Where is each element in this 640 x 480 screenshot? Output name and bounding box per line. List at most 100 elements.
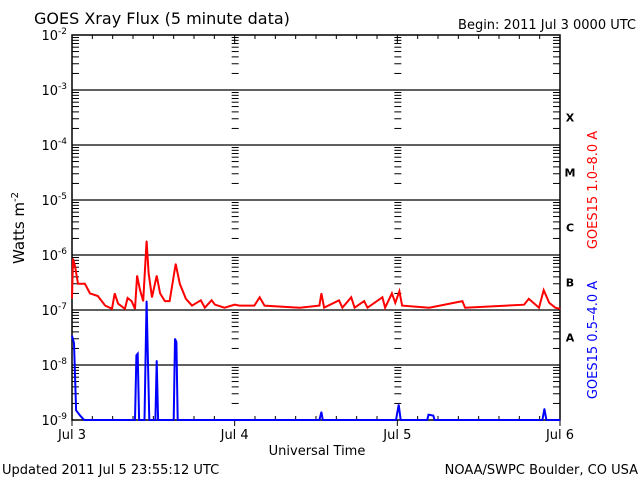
y-tick-base: 10 [41,359,58,374]
data-point [145,338,147,340]
data-point [142,300,144,302]
y-tick-exp: -8 [58,357,67,367]
data-point [263,305,266,307]
y-tick-exp: -2 [58,27,67,37]
y-tick-base: 10 [41,84,58,99]
data-point [554,307,556,309]
y-tick-exp: -5 [58,192,67,202]
y-tick-base: 10 [41,249,58,264]
x-tick-label: Jul 5 [382,428,411,443]
y-tick-label: 10-4 [41,137,67,154]
data-point [148,419,150,421]
data-point [320,411,323,413]
flare-class-a: A [566,332,575,345]
x-axis-label: Universal Time [269,444,366,459]
y-axis-label-text: Watts m [10,202,28,264]
flare-class-c: C [566,222,574,235]
data-point [71,335,73,337]
data-point [426,419,428,421]
data-point [381,296,384,298]
begin-label: Begin: 2011 Jul 3 0000 UTC [458,18,636,33]
series-line-long [71,240,561,311]
data-point [157,419,159,421]
data-point [559,308,561,310]
data-point [398,404,400,406]
data-point [104,305,106,307]
data-point [541,419,543,421]
y-axis-label: Watts m-2 [10,192,28,264]
data-point [83,419,85,421]
data-point [341,307,344,309]
flare-class-x: X [566,112,575,125]
data-point [138,419,140,421]
data-point [428,307,430,309]
credit-label: NOAA/SWPC Boulder, CO USA [445,463,638,478]
data-point [394,302,396,304]
data-point [259,296,261,298]
data-point [71,297,73,299]
data-point [175,341,177,343]
data-point [318,419,320,421]
data-point [79,415,81,417]
data-point [114,292,116,295]
chart-title: GOES Xray Flux (5 minute data) [34,9,290,28]
flare-class-m: M [565,167,576,180]
series-line-short [71,301,560,421]
data-point [74,265,76,267]
x-tick-label: Jul 4 [220,428,249,443]
data-point [253,305,255,307]
data-point [175,263,177,265]
data-point [318,305,320,307]
data-point [523,304,525,306]
data-point [400,419,402,421]
data-point [398,290,400,292]
data-point [200,299,202,301]
data-point [211,299,213,301]
y-tick-exp: -3 [58,82,67,92]
data-point [401,305,403,307]
data-point [204,307,206,309]
data-point [350,296,352,298]
y-tick-label: 10-8 [41,357,67,374]
legend-label: GOES15 0.5–4.0 A [586,281,601,399]
y-tick-label: 10-7 [41,302,67,319]
data-point [124,308,126,310]
y-tick-label: 10-6 [41,247,67,264]
data-point [238,305,241,307]
data-point [185,298,187,300]
data-point [111,308,113,310]
data-point [384,307,386,309]
data-point [173,419,175,421]
y-tick-base: 10 [41,29,58,44]
y-tick-exp: -9 [58,412,67,422]
y-tick-base: 10 [41,194,58,209]
data-point [461,300,463,302]
data-point [432,415,434,417]
y-axis-label-exp: -2 [10,192,21,202]
data-point [77,283,79,285]
data-point [159,292,161,295]
data-point [548,302,550,304]
data-point [164,300,166,302]
data-point [156,275,158,277]
data-point [366,307,369,309]
data-point [427,414,430,416]
data-point [143,419,146,421]
data-point [391,292,393,295]
data-point [72,258,74,260]
data-point [223,307,226,309]
y-tick-exp: -7 [58,302,67,312]
data-point [75,409,77,411]
flare-class-b: B [566,277,574,290]
y-tick-label: 10-3 [41,82,67,99]
data-point [131,300,133,302]
data-point [322,419,324,421]
data-point [177,419,179,421]
data-point [97,295,99,297]
data-point [234,304,236,306]
data-point [434,419,436,421]
data-point [559,419,561,421]
data-point [299,307,301,309]
data-point [147,272,150,274]
